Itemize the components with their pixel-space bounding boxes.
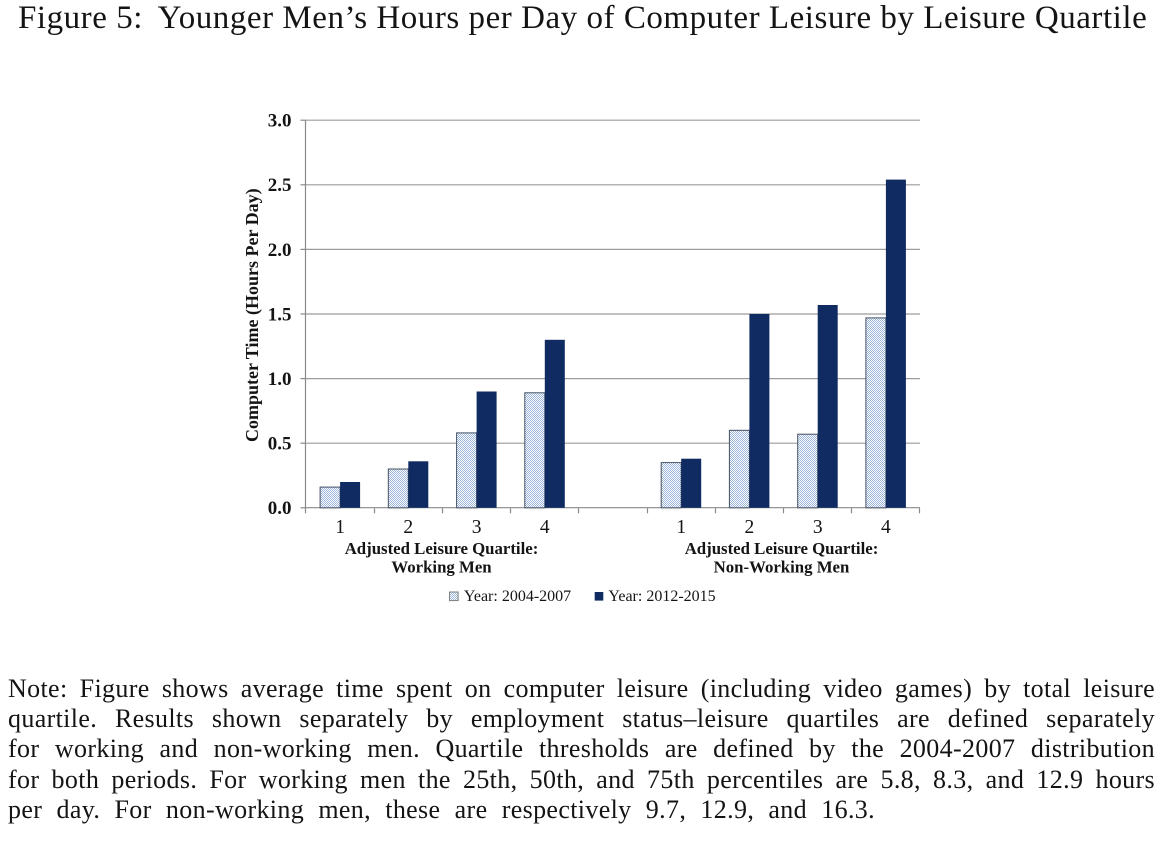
svg-text:3: 3 xyxy=(813,517,823,538)
svg-text:4: 4 xyxy=(881,517,891,538)
svg-text:2.0: 2.0 xyxy=(268,240,292,261)
svg-text:1.0: 1.0 xyxy=(268,369,292,390)
svg-text:2.5: 2.5 xyxy=(268,175,292,196)
svg-text:1.5: 1.5 xyxy=(268,304,292,325)
svg-text:3: 3 xyxy=(472,517,482,538)
svg-text:Non-Working Men: Non-Working Men xyxy=(714,558,850,577)
svg-text:Adjusted Leisure Quartile:: Adjusted Leisure Quartile: xyxy=(685,539,879,558)
svg-text:1: 1 xyxy=(335,517,345,538)
svg-text:Computer Time (Hours Per Day): Computer Time (Hours Per Day) xyxy=(242,188,263,442)
svg-text:0.5: 0.5 xyxy=(268,434,292,455)
svg-text:Year: 2004-2007: Year: 2004-2007 xyxy=(464,588,571,605)
svg-text:Working Men: Working Men xyxy=(391,558,492,577)
svg-text:4: 4 xyxy=(540,517,550,538)
svg-text:2: 2 xyxy=(403,517,413,538)
svg-text:0.0: 0.0 xyxy=(268,498,292,519)
svg-text:1: 1 xyxy=(676,517,686,538)
svg-text:Adjusted Leisure Quartile:: Adjusted Leisure Quartile: xyxy=(345,539,539,558)
svg-text:3.0: 3.0 xyxy=(268,111,292,132)
svg-text:2: 2 xyxy=(745,517,755,538)
svg-text:Year: 2012-2015: Year: 2012-2015 xyxy=(608,588,715,605)
